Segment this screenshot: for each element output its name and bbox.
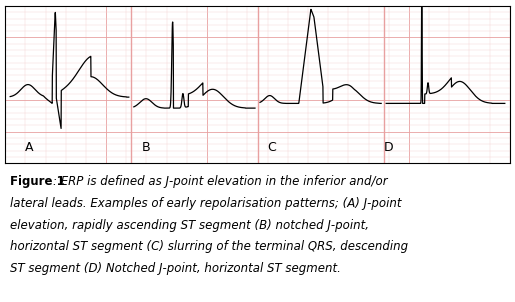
Text: : ERP is defined as J-point elevation in the inferior and/or: : ERP is defined as J-point elevation in… bbox=[53, 175, 387, 188]
Text: ST segment (D) Notched J-point, horizontal ST segment.: ST segment (D) Notched J-point, horizont… bbox=[10, 262, 341, 275]
Text: Figure 1: Figure 1 bbox=[10, 175, 65, 188]
Text: B: B bbox=[142, 141, 150, 154]
Text: elevation, rapidly ascending ST segment (B) notched J-point,: elevation, rapidly ascending ST segment … bbox=[10, 219, 369, 232]
Text: horizontal ST segment (C) slurring of the terminal QRS, descending: horizontal ST segment (C) slurring of th… bbox=[10, 240, 408, 253]
Text: C: C bbox=[268, 141, 277, 154]
Text: D: D bbox=[384, 141, 393, 154]
Text: lateral leads. Examples of early repolarisation patterns; (A) J-point: lateral leads. Examples of early repolar… bbox=[10, 197, 402, 210]
Text: A: A bbox=[25, 141, 34, 154]
